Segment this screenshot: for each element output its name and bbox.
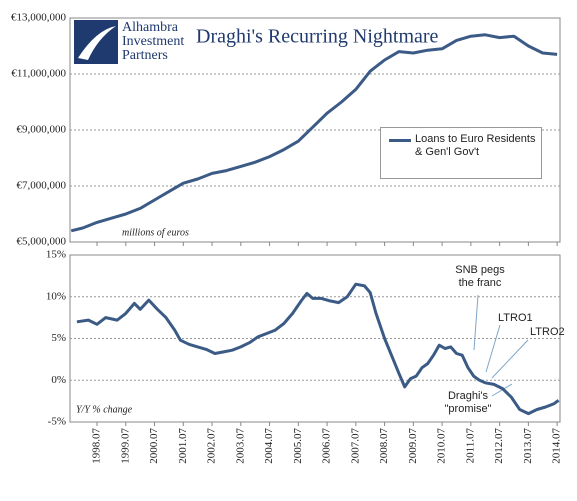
y-tick-label: 15% [46, 249, 66, 261]
arrow [491, 339, 529, 379]
x-tick-label: 1999.07 [119, 428, 131, 464]
x-tick-label: 2014.07 [551, 428, 563, 464]
x-tick-label: 2007.07 [349, 428, 361, 464]
logo: Alhambra Investment Partners [74, 20, 184, 64]
x-tick-label: 2004.07 [263, 428, 275, 464]
x-tick-label: 2009.07 [407, 428, 419, 464]
y-tick-label: €9,000,000 [17, 124, 67, 136]
arrow [485, 324, 501, 373]
y-tick-label: €5,000,000 [17, 236, 67, 248]
annotation: SNB pegs the franc [455, 264, 505, 289]
x-tick-label: 2013.07 [522, 428, 534, 464]
legend-swatch [389, 139, 411, 142]
y-tick-label: -5% [48, 416, 66, 428]
series-line [76, 282, 560, 416]
x-tick-label: 2002.07 [206, 428, 218, 464]
y-axis-label: millions of euros [122, 227, 189, 238]
annotation: LTRO2 [530, 326, 565, 338]
x-tick-label: 2008.07 [378, 428, 390, 464]
y-tick-label: €7,000,000 [17, 180, 67, 192]
y-axis-label: Y/Y % change [76, 404, 133, 415]
x-tick-label: 2010.07 [436, 428, 448, 464]
annotation: LTRO1 [498, 312, 533, 324]
x-tick-label: 2006.07 [321, 428, 333, 464]
y-tick-label: €11,000,000 [11, 68, 66, 80]
logo-text: Alhambra [122, 20, 179, 35]
annotation: Draghi's "promise" [444, 390, 492, 415]
y-tick-label: 5% [51, 332, 66, 344]
logo-text: Investment [122, 34, 184, 49]
legend: Loans to Euro Residents & Gen'l Gov't [380, 127, 542, 179]
logo-swoosh [78, 26, 116, 60]
legend-label: Loans to Euro Residents & Gen'l Gov't [415, 133, 536, 158]
y-tick-label: 0% [51, 374, 66, 386]
x-tick-label: 2000.07 [148, 428, 160, 464]
x-tick-label: 2011.07 [464, 428, 476, 464]
chart-title: Draghi's Recurring Nightmare [196, 26, 439, 48]
x-tick-label: 2012.07 [493, 428, 505, 464]
arrow [473, 294, 479, 351]
y-tick-label: €13,000,000 [11, 12, 67, 24]
x-tick-label: 2001.07 [177, 428, 189, 464]
logo-text: Partners [122, 48, 168, 63]
y-tick-label: 10% [46, 290, 66, 302]
x-tick-label: 2003.07 [234, 428, 246, 464]
x-tick-label: 2005.07 [292, 428, 304, 464]
series-line [70, 33, 558, 233]
x-tick-label: 1998.07 [91, 428, 103, 464]
